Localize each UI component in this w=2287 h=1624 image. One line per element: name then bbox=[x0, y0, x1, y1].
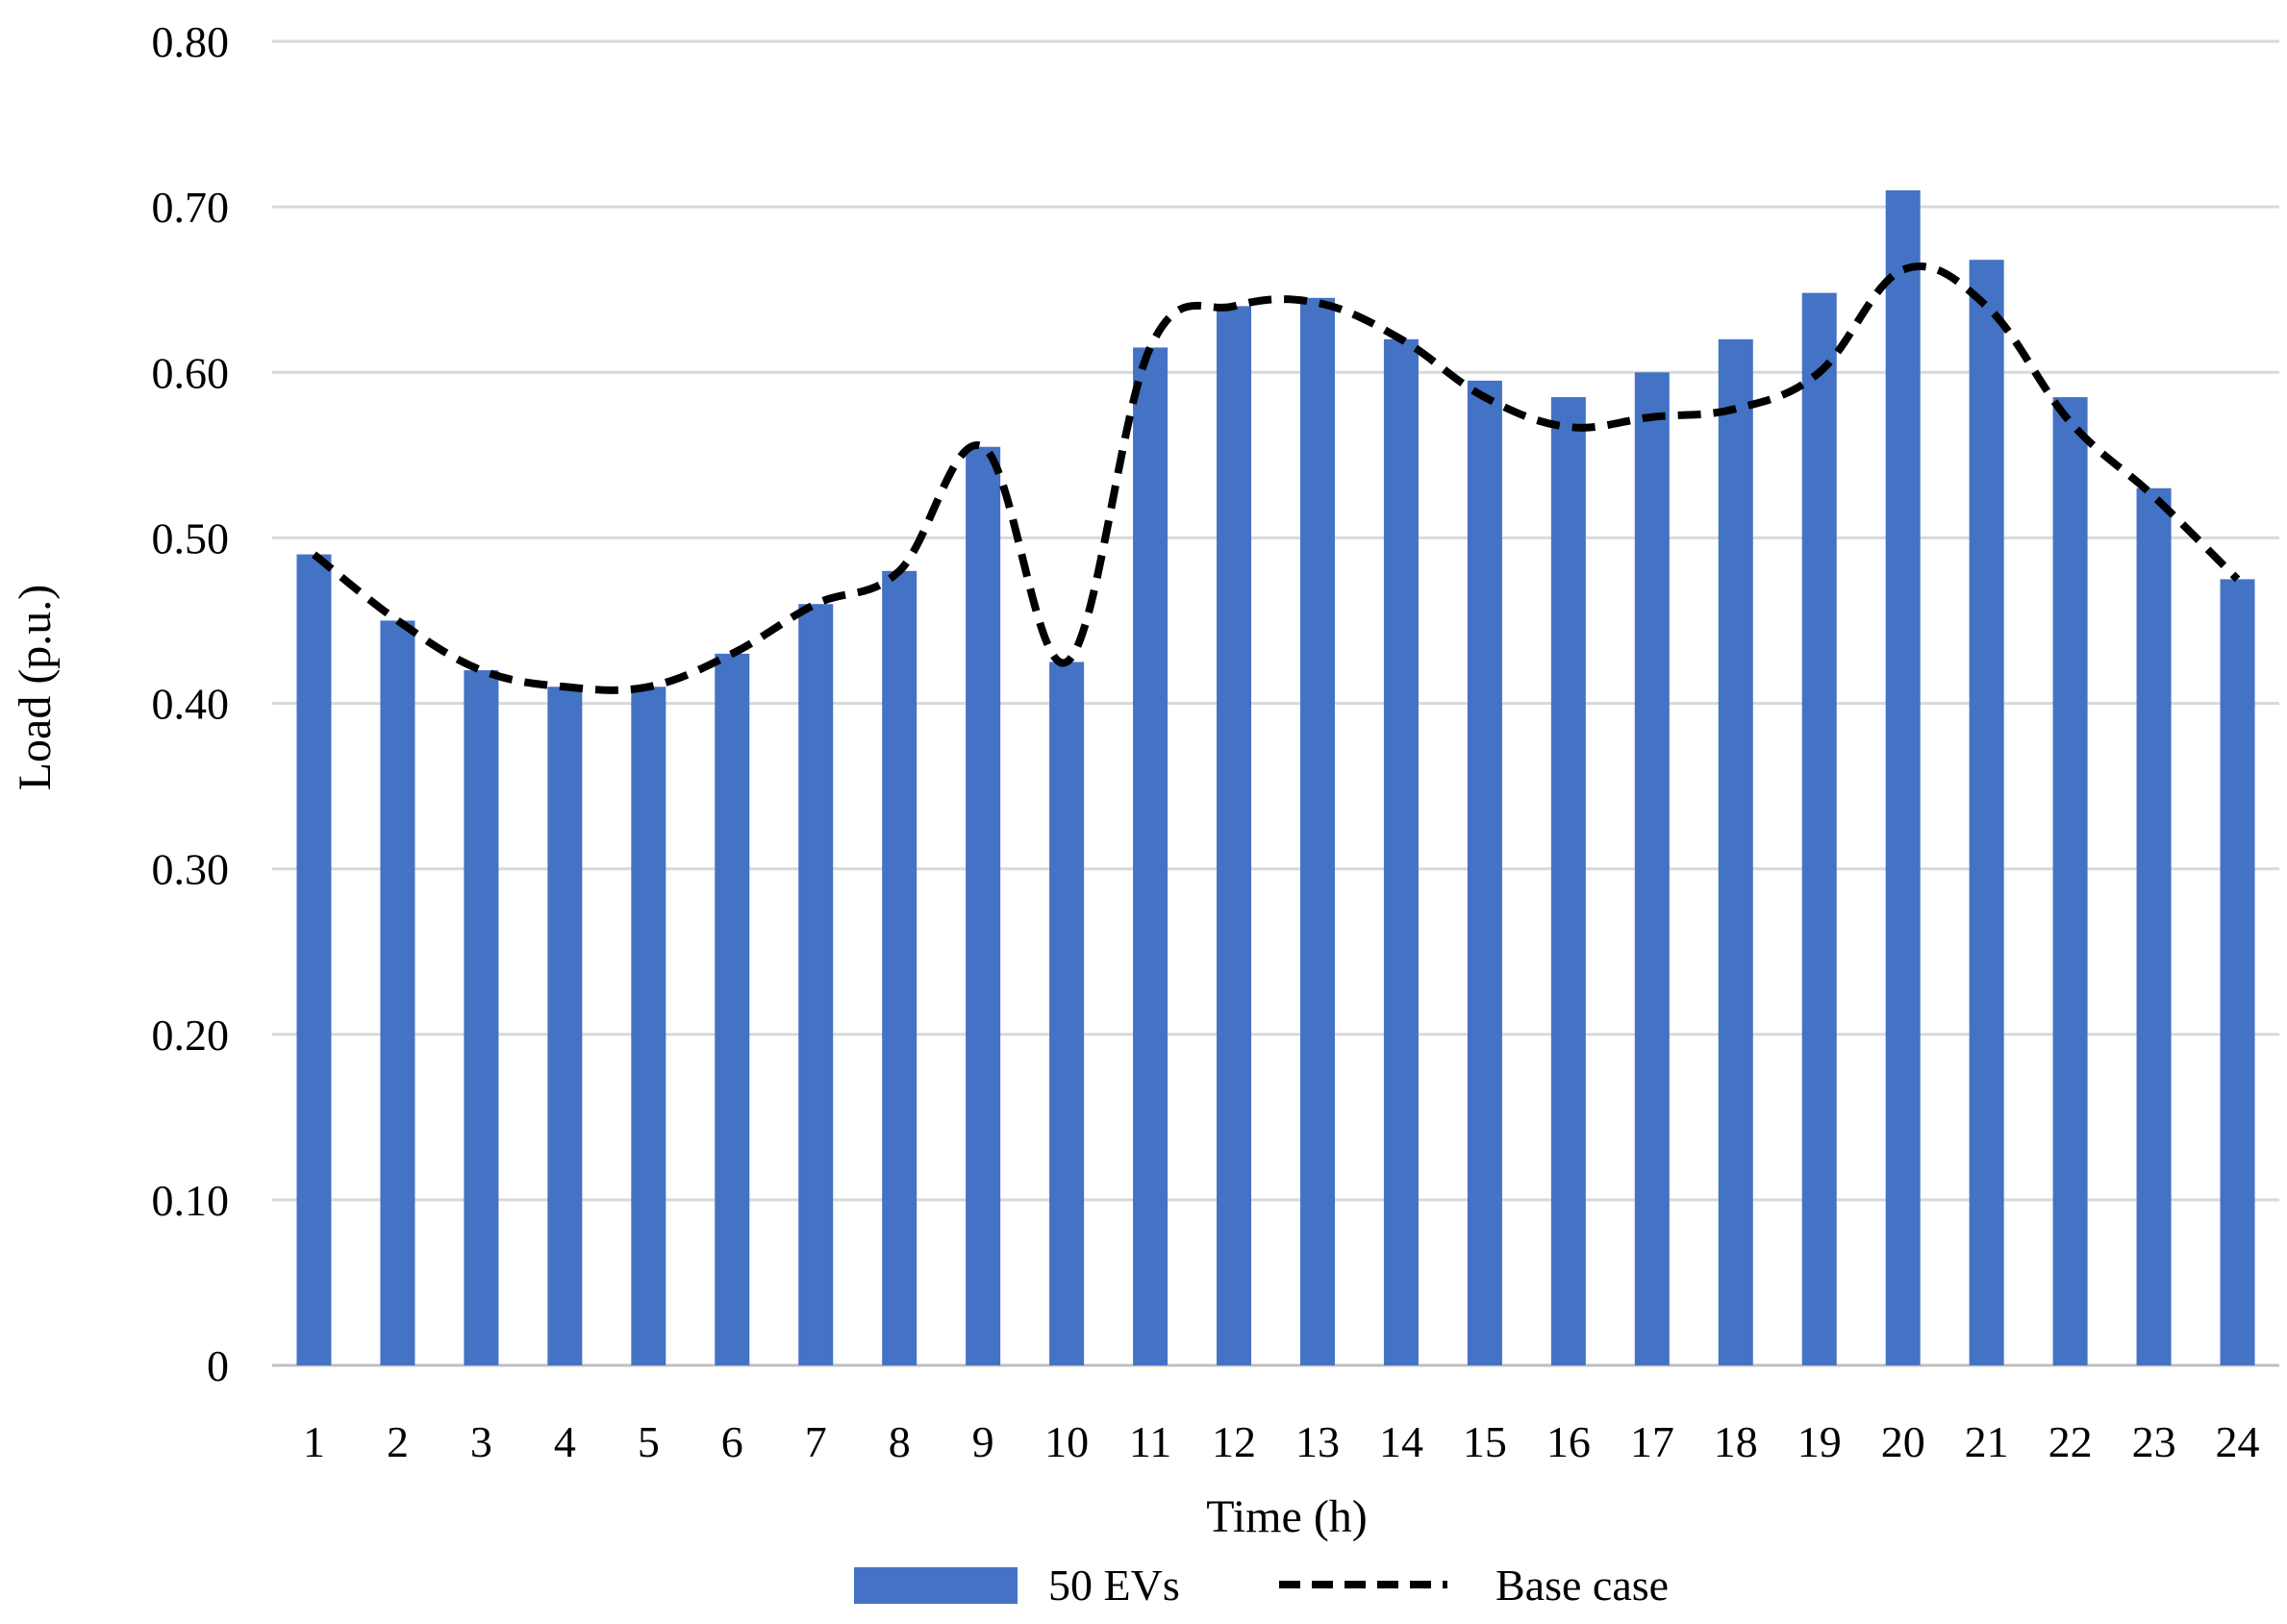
y-tick-label: 0 bbox=[207, 1341, 229, 1390]
legend-swatch-50-evs bbox=[854, 1567, 1018, 1604]
bar bbox=[882, 570, 917, 1365]
x-tick-label: 10 bbox=[1044, 1417, 1089, 1466]
x-tick-label: 3 bbox=[470, 1417, 492, 1466]
bar bbox=[1718, 338, 1753, 1366]
x-tick-label: 16 bbox=[1546, 1417, 1591, 1466]
bar bbox=[547, 687, 583, 1365]
y-tick-labels: 0 0.10 0.20 0.30 0.40 0.50 0.60 0.70 0.80 bbox=[152, 17, 230, 1390]
bar bbox=[966, 446, 1001, 1365]
x-tick-label: 15 bbox=[1463, 1417, 1507, 1466]
bar bbox=[798, 604, 834, 1365]
bar-series-50-evs bbox=[296, 189, 2255, 1366]
y-tick-label: 0.10 bbox=[152, 1176, 230, 1225]
bar bbox=[2220, 579, 2255, 1365]
x-tick-label: 17 bbox=[1630, 1417, 1674, 1466]
x-tick-label: 19 bbox=[1797, 1417, 1842, 1466]
bar bbox=[1467, 380, 1502, 1366]
x-tick-label: 23 bbox=[2132, 1417, 2176, 1466]
x-tick-labels: 1 2 3 4 5 6 7 8 9 10 11 12 13 14 15 16 17 18 19 20 21 22 23 24 bbox=[303, 1417, 2260, 1466]
y-tick-label: 0.60 bbox=[152, 348, 230, 397]
y-tick-label: 0.80 bbox=[152, 17, 230, 66]
x-tick-label: 1 bbox=[303, 1417, 325, 1466]
bar bbox=[1801, 292, 1837, 1365]
x-tick-label: 9 bbox=[972, 1417, 994, 1466]
bar bbox=[1133, 347, 1169, 1365]
y-axis-title: Load (p.u.) bbox=[10, 585, 61, 791]
x-tick-label: 6 bbox=[721, 1417, 743, 1466]
y-tick-label: 0.30 bbox=[152, 845, 230, 894]
x-tick-label: 20 bbox=[1881, 1417, 1925, 1466]
legend: 50 EVs Base case bbox=[854, 1561, 1669, 1610]
bar bbox=[2052, 397, 2088, 1366]
x-tick-label: 12 bbox=[1212, 1417, 1256, 1466]
bar bbox=[715, 653, 750, 1365]
y-tick-label: 0.70 bbox=[152, 183, 230, 232]
y-tick-label: 0.20 bbox=[152, 1011, 230, 1060]
x-tick-label: 13 bbox=[1295, 1417, 1340, 1466]
x-tick-label: 2 bbox=[387, 1417, 409, 1466]
bar bbox=[464, 670, 499, 1365]
bar bbox=[296, 554, 332, 1365]
bar bbox=[1217, 306, 1252, 1365]
bar bbox=[631, 687, 666, 1365]
grid-lines bbox=[272, 39, 2279, 1367]
x-tick-label: 5 bbox=[638, 1417, 660, 1466]
legend-label-50-evs: 50 EVs bbox=[1048, 1561, 1180, 1610]
legend-label-base-case: Base case bbox=[1495, 1561, 1669, 1610]
bar bbox=[2136, 487, 2172, 1365]
bar bbox=[1885, 189, 1921, 1366]
x-tick-label: 11 bbox=[1129, 1417, 1171, 1466]
bar bbox=[1049, 662, 1085, 1365]
x-tick-label: 4 bbox=[554, 1417, 576, 1466]
x-tick-label: 8 bbox=[889, 1417, 911, 1466]
x-tick-label: 18 bbox=[1714, 1417, 1758, 1466]
y-tick-label: 0.50 bbox=[152, 513, 230, 562]
bar bbox=[1634, 372, 1670, 1365]
x-tick-label: 14 bbox=[1379, 1417, 1423, 1466]
bar bbox=[1383, 338, 1419, 1366]
y-tick-label: 0.40 bbox=[152, 680, 230, 729]
bar bbox=[380, 620, 415, 1365]
x-tick-label: 7 bbox=[805, 1417, 827, 1466]
base-case-line bbox=[311, 262, 2241, 694]
x-axis-title: Time (h) bbox=[1206, 1491, 1368, 1542]
line-series-base-case bbox=[311, 262, 2241, 694]
bar bbox=[1550, 397, 1586, 1366]
x-tick-label: 21 bbox=[1965, 1417, 2009, 1466]
bar bbox=[1299, 297, 1335, 1366]
bar bbox=[1969, 260, 2004, 1366]
x-tick-label: 24 bbox=[2216, 1417, 2260, 1466]
x-tick-label: 22 bbox=[2048, 1417, 2093, 1466]
